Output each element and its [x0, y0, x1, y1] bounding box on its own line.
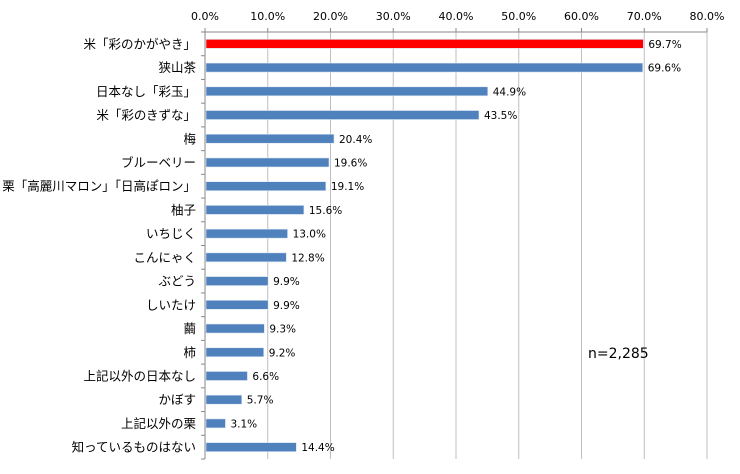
- x-tick-label: 80.0%: [690, 10, 725, 23]
- data-label: 69.7%: [648, 39, 681, 51]
- bar: [205, 157, 330, 168]
- data-label: 9.9%: [273, 300, 300, 312]
- sample-size-annotation: n=2,285: [588, 346, 649, 362]
- bar: [205, 418, 226, 429]
- data-label: 19.1%: [331, 181, 364, 193]
- category-label: しいたけ: [146, 297, 196, 312]
- category-label: 上記以外の栗: [121, 416, 196, 431]
- data-label: 44.9%: [493, 86, 526, 98]
- data-label: 9.2%: [269, 347, 296, 359]
- bar: [205, 347, 265, 358]
- x-tick-label: 0.0%: [191, 10, 219, 23]
- bar: [205, 181, 327, 191]
- data-label: 3.1%: [230, 418, 257, 430]
- bar: [205, 133, 335, 144]
- category-label: ブルーベリー: [121, 155, 196, 170]
- category-label: 柚子: [171, 202, 196, 217]
- category-label: 栗「高麗川マロン」「日高ぽロン」: [2, 179, 196, 194]
- data-label: 13.0%: [293, 229, 326, 241]
- bar: [205, 300, 269, 310]
- category-label: ぶどう: [158, 274, 196, 289]
- bar: [205, 442, 297, 452]
- bar: [205, 371, 248, 381]
- data-label: 14.4%: [301, 442, 334, 454]
- category-label: 上記以外の日本なし: [83, 368, 196, 383]
- category-label: かぼす: [158, 392, 196, 407]
- data-label: 15.6%: [309, 205, 342, 217]
- bar: [205, 39, 644, 49]
- category-label: いちじく: [146, 226, 196, 241]
- x-tick-label: 70.0%: [627, 10, 662, 23]
- x-tick-label: 40.0%: [439, 10, 474, 23]
- category-label: 日本なし「彩玉」: [96, 84, 196, 99]
- category-label: 米「彩のきずな」: [96, 108, 196, 123]
- data-label: 19.6%: [334, 157, 367, 169]
- category-label: 梅: [183, 131, 196, 146]
- category-label: 米「彩のかがやき」: [83, 36, 196, 51]
- bar: [205, 228, 288, 239]
- x-tick-label: 50.0%: [501, 10, 536, 23]
- bar: [205, 394, 243, 405]
- bar: [205, 205, 305, 215]
- x-tick-label: 30.0%: [376, 10, 411, 23]
- data-label: 5.7%: [247, 395, 274, 407]
- data-label: 6.6%: [252, 371, 279, 383]
- bar: [205, 323, 265, 334]
- category-label: 繭: [183, 321, 196, 336]
- data-label: 69.6%: [648, 63, 681, 75]
- bar: [205, 62, 644, 73]
- bar: [205, 276, 269, 286]
- data-label: 43.5%: [484, 110, 517, 122]
- category-label: 狭山茶: [158, 60, 196, 75]
- category-label: 知っているものはない: [72, 440, 196, 455]
- x-tick-label: 20.0%: [313, 10, 348, 23]
- category-label: こんにゃく: [133, 250, 196, 265]
- bar: [205, 110, 480, 120]
- bar: [205, 86, 489, 97]
- data-label: 9.9%: [273, 276, 300, 288]
- category-label: 柿: [183, 345, 196, 360]
- data-label: 9.3%: [269, 324, 296, 336]
- bar: [205, 252, 287, 263]
- x-tick-label: 60.0%: [564, 10, 599, 23]
- x-tick-label: 10.0%: [250, 10, 285, 23]
- data-label: 12.8%: [291, 252, 324, 264]
- data-label: 20.4%: [339, 134, 372, 146]
